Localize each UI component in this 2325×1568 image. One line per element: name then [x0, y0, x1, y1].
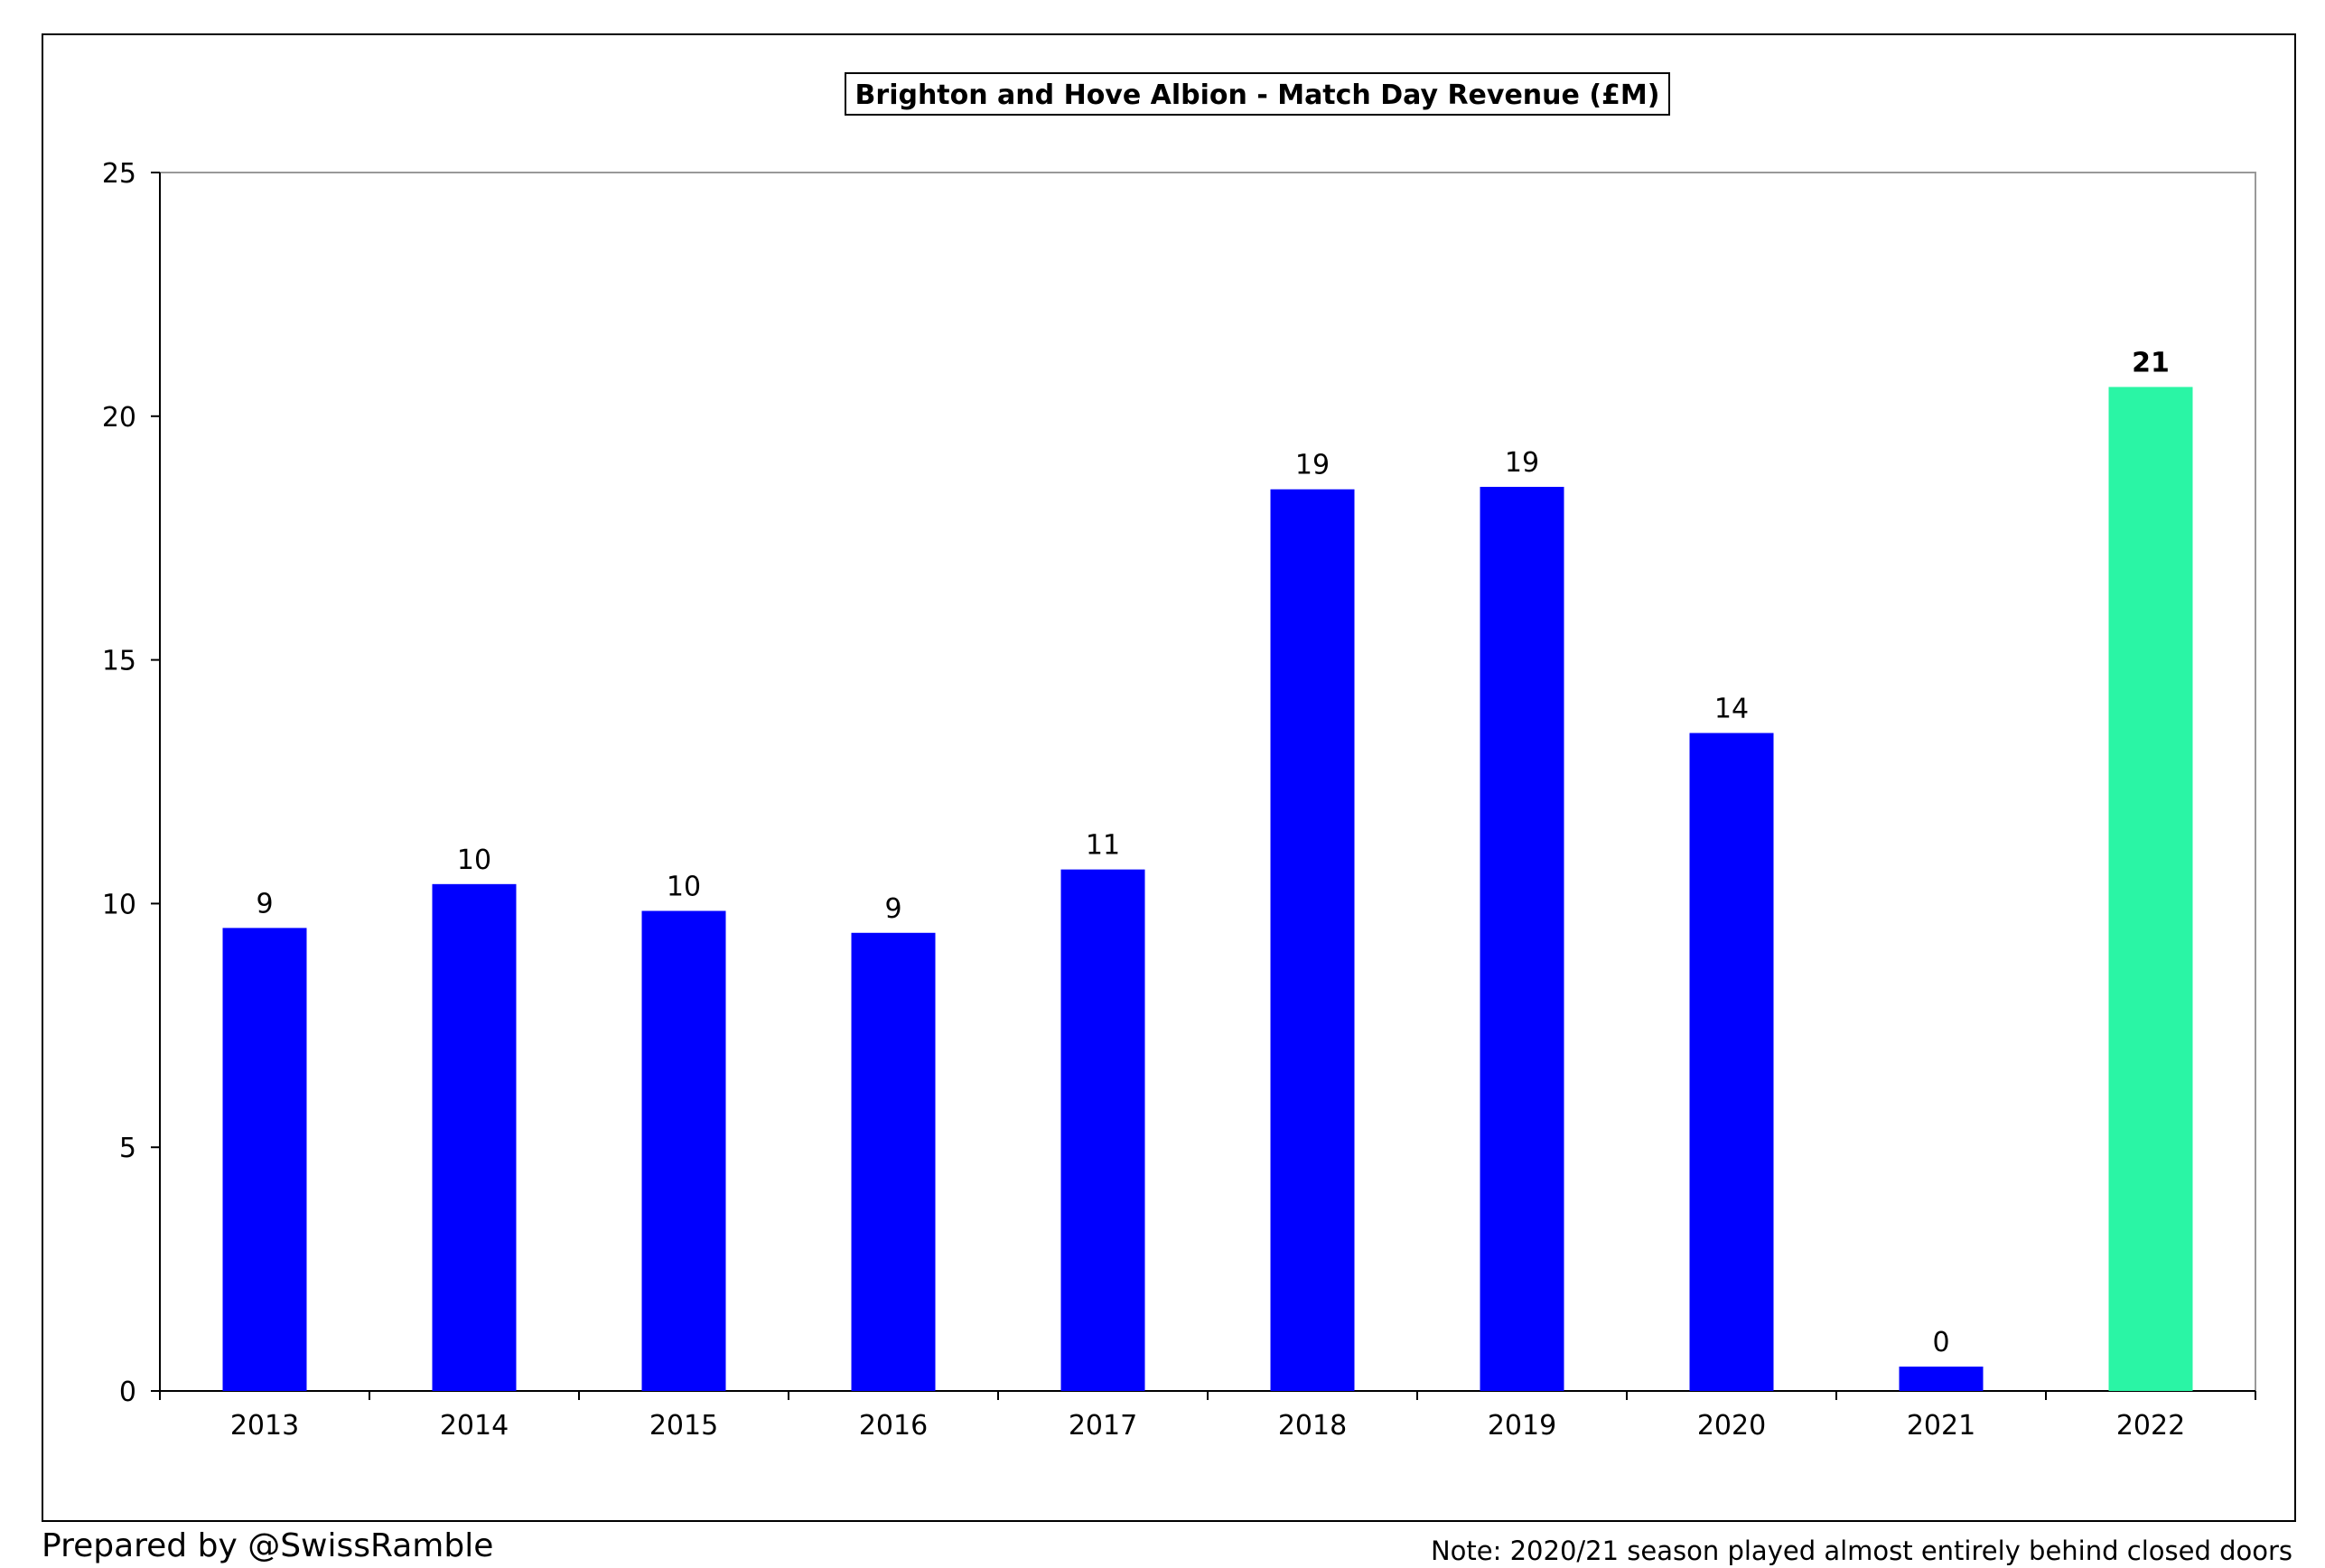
- bar-2013: [222, 928, 307, 1391]
- x-tick-label: 2014: [440, 1410, 509, 1442]
- bar-2016: [851, 932, 936, 1391]
- y-tick-label: 15: [102, 646, 136, 677]
- y-tick-label: 20: [102, 402, 136, 434]
- credit-text: Prepared by @SwissRamble: [42, 1527, 494, 1564]
- data-label-2015: 10: [667, 871, 701, 902]
- data-labels: 9 10 10 9 11 19 19 14 0 21: [256, 347, 2169, 1358]
- x-tick-label: 2021: [1907, 1410, 1975, 1442]
- chart-title-box: Brighton and Hove Albion - Match Day Rev…: [845, 72, 1670, 116]
- x-tick-label: 2016: [859, 1410, 928, 1442]
- x-tick-label: 2017: [1069, 1410, 1137, 1442]
- bar-2017: [1060, 869, 1145, 1391]
- x-tick-label: 2018: [1278, 1410, 1347, 1442]
- footnote-text: Note: 2020/21 season played almost entir…: [1430, 1535, 2292, 1566]
- bar-2019: [1480, 487, 1564, 1391]
- bar-2018: [1270, 489, 1355, 1391]
- chart-title: Brighton and Hove Albion - Match Day Rev…: [855, 79, 1660, 111]
- y-tick-label: 10: [102, 889, 136, 920]
- data-label-2013: 9: [256, 888, 273, 919]
- data-label-2018: 19: [1295, 450, 1330, 481]
- data-label-2017: 11: [1086, 830, 1120, 862]
- bars: [222, 387, 2193, 1391]
- bar-2014: [432, 883, 517, 1391]
- x-axis: 2013 2014 2015 2016 2017 2018 2019 2020 2021 2022: [159, 1390, 2256, 1442]
- bar-2021: [1899, 1367, 1984, 1391]
- x-tick-label: 2020: [1697, 1410, 1766, 1442]
- bar-2020: [1689, 733, 1774, 1391]
- y-tick-label: 0: [119, 1377, 136, 1408]
- title-frame: [845, 72, 1670, 116]
- bar-2022: [2108, 387, 2193, 1391]
- data-label-2022: 21: [2132, 347, 2170, 378]
- x-tick-label: 2013: [230, 1410, 299, 1442]
- x-tick-label: 2015: [649, 1410, 718, 1442]
- data-label-2019: 19: [1505, 447, 1539, 479]
- bar-2015: [641, 910, 726, 1391]
- x-tick-label: 2019: [1488, 1410, 1556, 1442]
- data-label-2014: 10: [457, 845, 491, 876]
- data-label-2021: 0: [1932, 1327, 1949, 1358]
- y-axis: 0 5 10 15 20 25: [102, 158, 161, 1408]
- chart-area-border: [42, 33, 2296, 1522]
- data-label-2016: 9: [884, 893, 901, 925]
- y-tick-label: 25: [102, 158, 136, 190]
- x-tick-label: 2022: [2116, 1410, 2185, 1442]
- data-label-2020: 14: [1714, 694, 1749, 725]
- y-tick-label: 5: [119, 1133, 136, 1164]
